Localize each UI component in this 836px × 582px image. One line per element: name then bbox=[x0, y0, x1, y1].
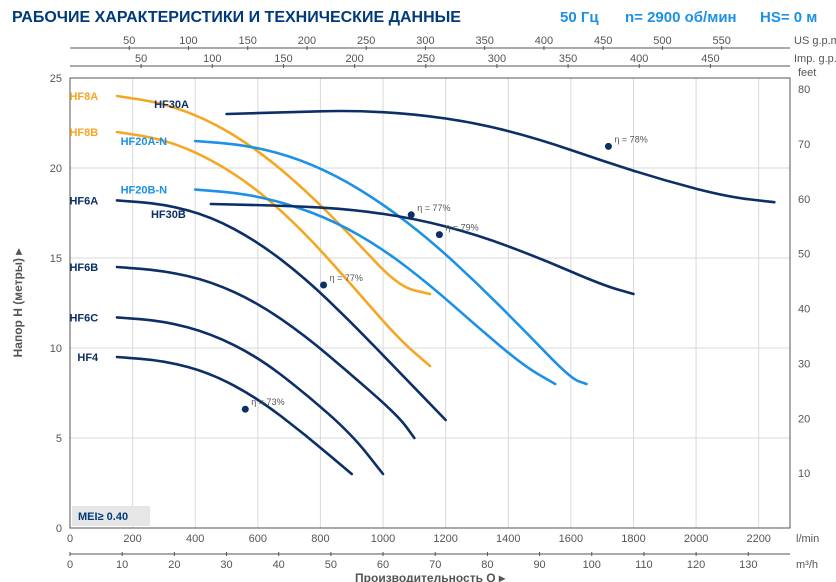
curve-HF6A bbox=[117, 200, 446, 420]
curve-HF6B bbox=[117, 267, 414, 438]
svg-text:200: 200 bbox=[345, 53, 363, 65]
right-tick: 10 bbox=[798, 468, 810, 480]
svg-text:300: 300 bbox=[488, 53, 506, 65]
x-tick: 1600 bbox=[559, 533, 583, 545]
curve-label: HF8A bbox=[69, 91, 98, 103]
x-tick: 1800 bbox=[621, 533, 645, 545]
svg-text:130: 130 bbox=[739, 559, 757, 571]
svg-text:550: 550 bbox=[712, 35, 730, 47]
y-tick: 0 bbox=[56, 523, 62, 535]
y-tick: 15 bbox=[50, 253, 62, 265]
svg-text:90: 90 bbox=[533, 559, 545, 571]
svg-text:250: 250 bbox=[417, 53, 435, 65]
svg-text:50: 50 bbox=[123, 35, 135, 47]
right-unit: feet bbox=[798, 67, 816, 79]
x-tick: 600 bbox=[249, 533, 267, 545]
eta-point bbox=[320, 282, 327, 289]
svg-text:100: 100 bbox=[583, 559, 601, 571]
svg-text:20: 20 bbox=[168, 559, 180, 571]
bottom-axis-2-unit: m³/h bbox=[796, 559, 818, 571]
right-tick: 50 bbox=[798, 249, 810, 261]
svg-text:110: 110 bbox=[635, 559, 653, 571]
svg-text:500: 500 bbox=[653, 35, 671, 47]
header-rpm: n= 2900 об/мин bbox=[625, 9, 737, 26]
x-unit: l/min bbox=[796, 533, 819, 545]
x-tick: 800 bbox=[311, 533, 329, 545]
y-axis-label: Напор H (метры) ▸ bbox=[11, 248, 25, 358]
svg-text:80: 80 bbox=[481, 559, 493, 571]
x-tick: 2000 bbox=[684, 533, 708, 545]
curve-label: HF4 bbox=[77, 352, 99, 364]
svg-text:400: 400 bbox=[535, 35, 553, 47]
curve-HF4 bbox=[117, 357, 352, 474]
curve-label: HF30B bbox=[151, 209, 186, 221]
right-tick: 20 bbox=[798, 413, 810, 425]
pump-performance-chart: РАБОЧИЕ ХАРАКТЕРИСТИКИ И ТЕХНИЧЕСКИЕ ДАН… bbox=[0, 0, 836, 582]
x-tick: 0 bbox=[67, 533, 73, 545]
x-tick: 200 bbox=[123, 533, 141, 545]
svg-text:400: 400 bbox=[630, 53, 648, 65]
y-tick: 25 bbox=[50, 73, 62, 85]
eta-point bbox=[408, 211, 415, 218]
header-freq: 50 Гц bbox=[560, 9, 599, 26]
top-axis-2-unit: Imp. g.p.m. bbox=[794, 53, 836, 65]
chart-title: РАБОЧИЕ ХАРАКТЕРИСТИКИ И ТЕХНИЧЕСКИЕ ДАН… bbox=[12, 9, 461, 26]
right-tick: 80 bbox=[798, 84, 810, 96]
x-tick: 1200 bbox=[433, 533, 457, 545]
svg-text:200: 200 bbox=[298, 35, 316, 47]
y-tick: 20 bbox=[50, 163, 62, 175]
mei-label: MEI≥ 0.40 bbox=[78, 511, 128, 523]
eta-label: η = 73% bbox=[251, 397, 284, 407]
svg-text:40: 40 bbox=[273, 559, 285, 571]
svg-text:150: 150 bbox=[239, 35, 257, 47]
curve-HF30A bbox=[227, 111, 775, 202]
curve-label: HF20B-N bbox=[121, 185, 168, 197]
svg-text:50: 50 bbox=[325, 559, 337, 571]
curve-label: HF6A bbox=[69, 195, 98, 207]
header-hs: HS= 0 м bbox=[760, 9, 817, 26]
x-tick: 2200 bbox=[746, 533, 770, 545]
curve-label: HF8B bbox=[69, 127, 98, 139]
eta-label: η = 77% bbox=[417, 203, 450, 213]
svg-text:120: 120 bbox=[687, 559, 705, 571]
y-tick: 5 bbox=[56, 433, 62, 445]
y-tick: 10 bbox=[50, 343, 62, 355]
right-tick: 40 bbox=[798, 304, 810, 316]
x-tick: 1400 bbox=[496, 533, 520, 545]
eta-point bbox=[605, 143, 612, 150]
x-tick: 1000 bbox=[371, 533, 395, 545]
svg-text:100: 100 bbox=[203, 53, 221, 65]
right-tick: 60 bbox=[798, 194, 810, 206]
svg-text:350: 350 bbox=[476, 35, 494, 47]
curve-label: HF30A bbox=[154, 99, 189, 111]
x-tick: 400 bbox=[186, 533, 204, 545]
eta-label: η = 79% bbox=[445, 223, 478, 233]
curve-label: HF20A-N bbox=[121, 136, 168, 148]
svg-text:300: 300 bbox=[416, 35, 434, 47]
right-tick: 30 bbox=[798, 358, 810, 370]
x-axis-label: Производительность Q ▸ bbox=[355, 571, 506, 582]
svg-text:60: 60 bbox=[377, 559, 389, 571]
svg-text:150: 150 bbox=[274, 53, 292, 65]
curve-label: HF6B bbox=[69, 262, 98, 274]
eta-label: η = 77% bbox=[330, 273, 363, 283]
svg-text:0: 0 bbox=[67, 559, 73, 571]
eta-point bbox=[242, 406, 249, 413]
curve-label: HF6C bbox=[69, 312, 98, 324]
svg-text:70: 70 bbox=[429, 559, 441, 571]
svg-text:450: 450 bbox=[594, 35, 612, 47]
svg-text:10: 10 bbox=[116, 559, 128, 571]
svg-text:50: 50 bbox=[135, 53, 147, 65]
svg-text:100: 100 bbox=[179, 35, 197, 47]
svg-text:30: 30 bbox=[220, 559, 232, 571]
svg-text:450: 450 bbox=[701, 53, 719, 65]
svg-text:350: 350 bbox=[559, 53, 577, 65]
eta-point bbox=[436, 231, 443, 238]
svg-text:250: 250 bbox=[357, 35, 375, 47]
eta-label: η = 78% bbox=[614, 134, 647, 144]
right-tick: 70 bbox=[798, 139, 810, 151]
top-axis-1-unit: US g.p.m. bbox=[794, 35, 836, 47]
